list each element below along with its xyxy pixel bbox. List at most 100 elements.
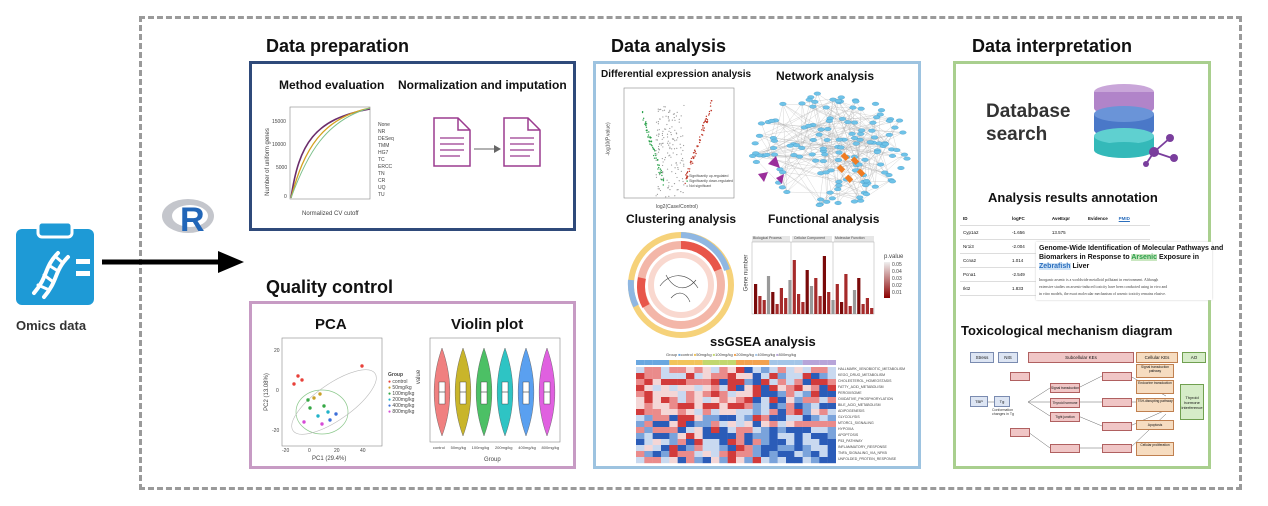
highlight-zebrafish: Zebrafish <box>1039 263 1071 270</box>
heatmap-cell <box>652 433 662 440</box>
heatmap-cell <box>694 367 703 374</box>
mech-mid-label: Signal transduction <box>1050 383 1080 393</box>
network-node <box>823 199 831 204</box>
volcano-point <box>645 124 647 127</box>
mech-header-label: NIS <box>998 352 1018 363</box>
heatmap-cell <box>819 451 828 458</box>
heatmap-cell <box>677 421 687 428</box>
heatmap-cell <box>711 391 720 398</box>
functional-bar <box>779 288 783 314</box>
heatmap-cell <box>677 415 687 422</box>
heatmap-cell <box>769 379 778 386</box>
heatmap-cell <box>719 421 728 428</box>
legend-label: control <box>680 352 693 357</box>
heatmap-cell <box>669 373 678 380</box>
volcano-point <box>656 193 659 195</box>
volcano-point <box>658 133 660 135</box>
volcano-point <box>657 145 660 148</box>
paper-title-text: Biomarkers in Response to <box>1039 254 1132 261</box>
network-node <box>885 173 893 178</box>
network-edge <box>867 150 878 184</box>
volcano-point <box>702 124 704 127</box>
network-node <box>876 112 884 117</box>
heatmap-group-bar <box>694 360 703 365</box>
pca-xtick: 20 <box>334 448 340 454</box>
pca-ytick: 20 <box>274 348 280 354</box>
paper-title-line-3: Zebrafish Liver <box>1039 262 1209 271</box>
heatmap-cell <box>661 433 670 440</box>
heatmap-cell <box>819 409 828 416</box>
heatmap-cell <box>702 421 712 428</box>
volcano-point <box>666 168 669 170</box>
functional-bars <box>751 236 890 315</box>
heatmap-cell <box>769 421 778 428</box>
heatmap-cell <box>644 415 653 422</box>
heatmap-cell <box>686 433 695 440</box>
functional-bar <box>805 270 809 314</box>
heatmap-cell <box>827 427 836 434</box>
volcano-point <box>674 195 676 197</box>
volcano-point <box>676 111 678 113</box>
mech-red-node <box>1010 372 1030 381</box>
heatmap-cell <box>736 415 745 422</box>
volcano-point <box>681 178 684 180</box>
table-cell: Ikt2 <box>963 286 971 291</box>
volcano-ylabel: -log10(P.value) <box>605 122 612 156</box>
heatmap-cell <box>752 451 762 458</box>
mech-header-label: Stress <box>970 352 994 363</box>
heatmap-cell <box>769 439 778 446</box>
pca-ytick: -20 <box>272 428 280 434</box>
violin-xlabel: Group <box>484 457 501 463</box>
heatmap-cell <box>752 433 762 440</box>
network-node <box>770 152 779 157</box>
heatmap-cell <box>736 391 745 398</box>
legend-label: 50mg/kg <box>696 352 712 357</box>
pca-legend: Group ● control ● 50mg/kg ● 100mg/kg ● 2… <box>388 372 414 415</box>
heatmap-cell <box>652 427 662 434</box>
volcano-point <box>659 118 661 120</box>
heatmap-group-bar <box>661 360 670 365</box>
mech-red-node <box>1050 444 1080 453</box>
heatmap-cell <box>777 451 787 458</box>
volcano-point <box>668 195 670 197</box>
heatmap-cell <box>777 415 787 422</box>
legend-item: UQ <box>378 185 386 191</box>
functional-ylabel: Gene number <box>743 254 750 292</box>
heatmap-cell <box>744 379 753 386</box>
volcano-point <box>706 120 709 123</box>
heatmap-cell <box>786 391 795 398</box>
heatmap-cell <box>652 457 662 464</box>
heatmap-cell <box>811 403 820 410</box>
volcano-point <box>657 151 660 153</box>
violin-box <box>522 381 530 405</box>
heatmap-cell <box>652 397 662 404</box>
network-node <box>848 131 856 136</box>
volcano-point <box>661 138 663 140</box>
network-node <box>881 170 889 175</box>
network-edge <box>838 100 885 173</box>
heatmap-cell <box>661 373 670 380</box>
volcano-point <box>657 123 660 125</box>
heatmap-cell <box>719 457 728 464</box>
heatmap-cell <box>669 427 678 434</box>
heatmap-cell <box>644 391 653 398</box>
heatmap-cell <box>794 427 803 434</box>
heatmap-cell <box>802 409 812 416</box>
volcano-point <box>653 157 656 159</box>
volcano-point <box>666 142 669 144</box>
heatmap-cell <box>769 367 778 374</box>
heatmap-cell <box>811 391 820 398</box>
volcano-point <box>680 159 683 161</box>
heatmap-cell <box>744 439 753 446</box>
network-edge <box>786 139 845 193</box>
heatmap-cell <box>719 373 728 380</box>
volcano-point <box>672 152 674 154</box>
volcano-point <box>691 161 693 163</box>
functional-bar <box>822 256 826 314</box>
heatmap-cell <box>636 367 645 374</box>
functional-bar <box>792 260 796 314</box>
heatmap-cell <box>769 385 778 392</box>
table-header-cell: ID <box>963 216 968 221</box>
network-edge <box>814 101 838 190</box>
network-edge <box>823 145 884 149</box>
